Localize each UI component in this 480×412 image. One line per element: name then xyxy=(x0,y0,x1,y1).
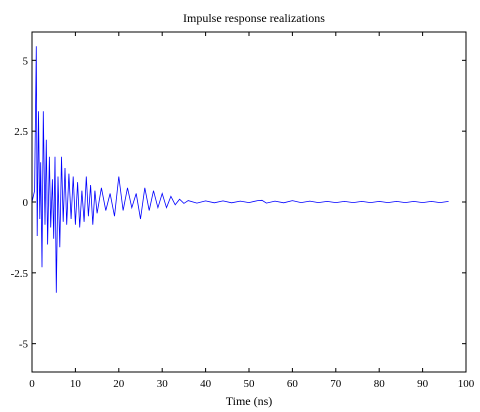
x-tick-label: 80 xyxy=(374,378,386,390)
series-line xyxy=(31,46,449,293)
x-tick-label: 40 xyxy=(200,378,212,390)
x-tick-label: 50 xyxy=(244,378,256,390)
x-tick-label: 0 xyxy=(29,378,35,390)
y-tick-label: 0 xyxy=(23,197,29,209)
x-axis-label: Time (ns) xyxy=(226,394,273,408)
x-tick-label: 90 xyxy=(417,378,429,390)
y-tick-label: 2.5 xyxy=(14,126,28,138)
series-layer xyxy=(31,46,449,293)
y-axis-ticks: -5 -2.5 0 2.5 5 xyxy=(11,55,466,351)
x-tick-label: 70 xyxy=(330,378,342,390)
chart-title: Impulse response realizations xyxy=(183,11,325,25)
x-tick-label: 60 xyxy=(287,378,299,390)
x-tick-label: 100 xyxy=(458,378,475,390)
x-axis-ticks: 0 10 20 30 40 50 60 70 80 90 100 xyxy=(29,32,475,390)
x-tick-label: 20 xyxy=(113,378,125,390)
x-tick-label: 30 xyxy=(157,378,169,390)
y-tick-label: -2.5 xyxy=(11,268,29,280)
y-tick-label: -5 xyxy=(19,339,29,351)
x-tick-label: 10 xyxy=(70,378,82,390)
y-tick-label: 5 xyxy=(23,55,29,67)
